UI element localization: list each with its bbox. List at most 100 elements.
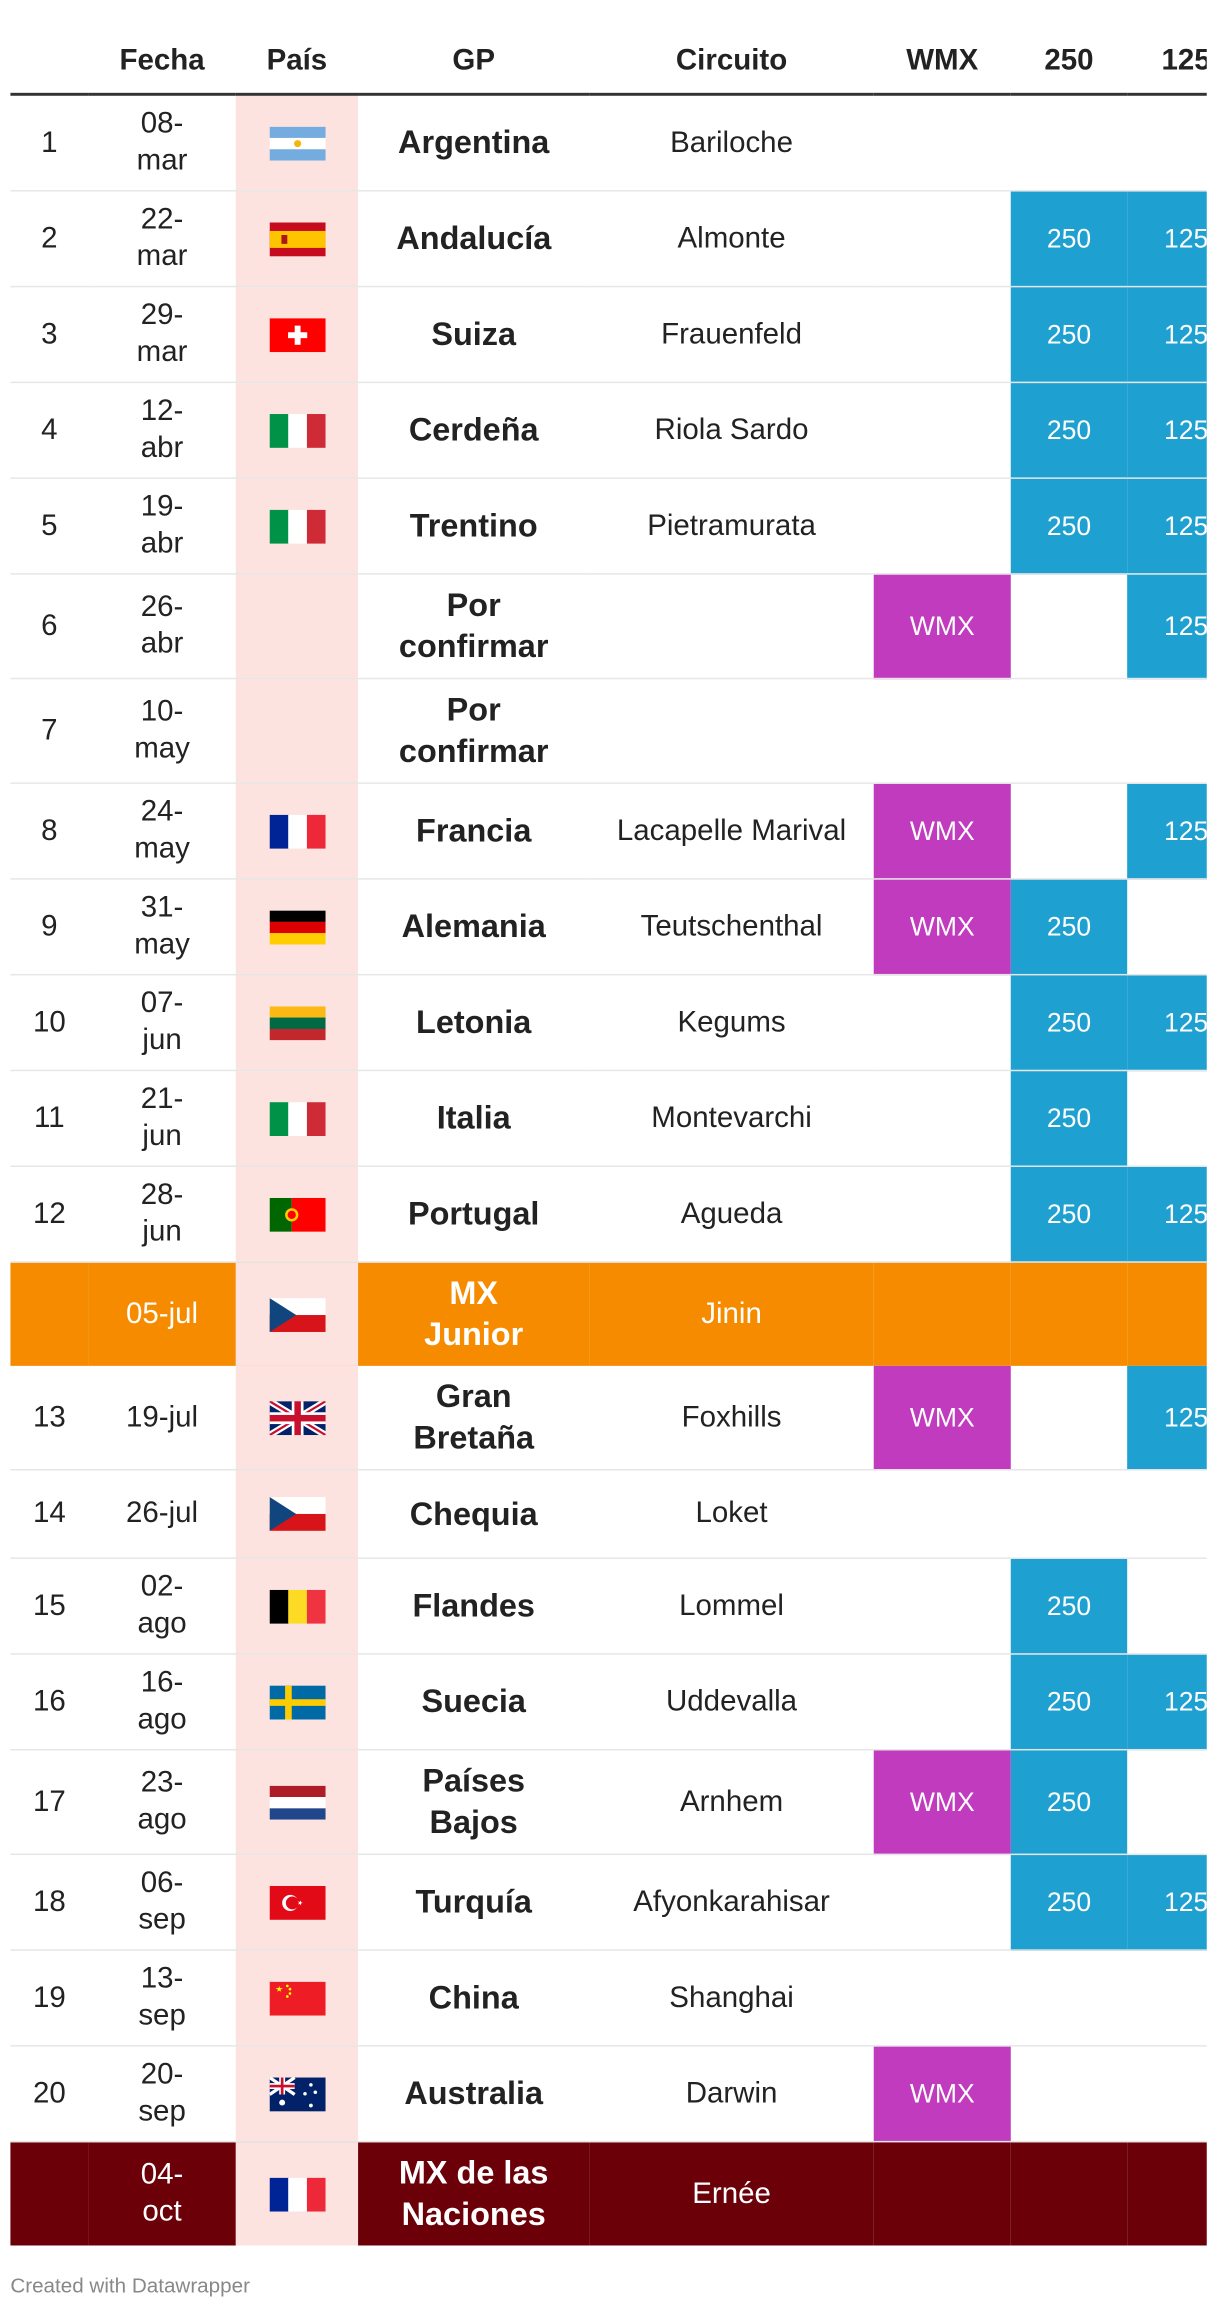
header-cell: País	[235, 0, 359, 96]
flag-part	[268, 509, 289, 543]
class-cell	[1127, 878, 1207, 976]
table-row: 11 21-jun Italia Montevarchi 250	[10, 1070, 1207, 1167]
flag-part	[268, 1297, 296, 1332]
race-number: 7	[10, 678, 89, 784]
table-row: 15 02-ago Flandes Lommel 250	[10, 1558, 1207, 1655]
flag-part	[297, 1899, 303, 1905]
class-cell: 125	[1127, 1166, 1207, 1263]
flag-part	[268, 1028, 325, 1040]
flag-part	[274, 1985, 283, 1992]
race-number: 16	[10, 1653, 89, 1751]
race-date: 08-mar	[88, 94, 236, 192]
flag-cell	[235, 1365, 359, 1471]
flag-cell	[235, 1950, 359, 2047]
class-cell	[1127, 1950, 1207, 2047]
class-cell: 250	[1010, 1653, 1128, 1751]
table-row: 9 31-may Alemania Teutschenthal WMX 250	[10, 878, 1207, 976]
flag-icon	[268, 1197, 325, 1232]
class-cell	[873, 478, 1011, 575]
flag-part	[268, 2176, 289, 2211]
circuit: Afyonkarahisar	[589, 1854, 874, 1951]
flag-cell	[235, 1653, 359, 1751]
table-row: 18 06-sep Turquía Afyonkarahisar 250 125	[10, 1854, 1207, 1951]
circuit	[589, 678, 874, 784]
grand-prix: Italia	[358, 1070, 590, 1167]
flag-part	[306, 509, 325, 543]
race-date: 24-may	[88, 783, 236, 880]
grand-prix: Flandes	[358, 1558, 590, 1655]
flag-part	[280, 234, 287, 244]
header-cell: 250	[1010, 0, 1128, 96]
grand-prix: Trentino	[358, 478, 590, 575]
race-number: 18	[10, 1854, 89, 1951]
table-row: 05-jul MX Junior Jinin	[10, 1261, 1207, 1366]
flag-part	[268, 230, 325, 248]
table-row: 3 29-mar Suiza Frauenfeld 250 125	[10, 286, 1207, 384]
race-date: 02-ago	[88, 1558, 236, 1655]
flag-part	[306, 814, 325, 848]
flag-part	[306, 1589, 325, 1623]
circuit: Pietramurata	[589, 478, 874, 575]
class-cell: 250	[1010, 1854, 1128, 1951]
flag-part	[268, 125, 325, 138]
flag-icon	[268, 2176, 325, 2211]
race-date: 16-ago	[88, 1653, 236, 1751]
class-cell: 125	[1127, 573, 1207, 680]
race-date: 28-jun	[88, 1166, 236, 1263]
flag-part	[268, 1497, 296, 1531]
class-cell	[1010, 1365, 1128, 1471]
table-row: 04-oct MX de las Naciones Ernée	[10, 2141, 1207, 2246]
race-number: 11	[10, 1070, 89, 1167]
class-cell	[1127, 1749, 1207, 1856]
class-cell: 125	[1127, 478, 1207, 575]
class-cell	[1127, 1070, 1207, 1167]
header-cell: 125	[1127, 0, 1207, 96]
class-cell: 250	[1010, 190, 1128, 288]
race-number: 20	[10, 2045, 89, 2143]
class-cell	[1010, 573, 1128, 680]
circuit: Montevarchi	[589, 1070, 874, 1167]
class-cell: 250	[1010, 1749, 1128, 1856]
class-cell	[1010, 783, 1128, 880]
table-row: 19 13-sep China Shanghai	[10, 1950, 1207, 2047]
flag-part	[306, 2176, 325, 2211]
flag-part	[268, 1101, 289, 1136]
grand-prix: Alemania	[358, 878, 590, 976]
circuit: Arnhem	[589, 1749, 874, 1856]
flag-part	[287, 331, 307, 338]
class-cell: 125	[1127, 190, 1207, 288]
circuit: Riola Sardo	[589, 382, 874, 479]
class-cell	[1127, 2045, 1207, 2143]
flag-part	[308, 2102, 313, 2107]
circuit: Teutschenthal	[589, 878, 874, 976]
class-cell: 125	[1127, 1365, 1207, 1471]
race-number: 4	[10, 382, 89, 479]
race-date: 20-sep	[88, 2045, 236, 2143]
class-cell: WMX	[873, 1749, 1011, 1856]
grand-prix: Argentina	[358, 94, 590, 192]
flag-part	[268, 1589, 289, 1623]
race-date: 31-may	[88, 878, 236, 976]
class-cell: WMX	[873, 878, 1011, 976]
circuit: Shanghai	[589, 1950, 874, 2047]
flag-icon	[268, 1497, 325, 1531]
circuit: Frauenfeld	[589, 286, 874, 384]
flag-cell	[235, 286, 359, 384]
class-cell: WMX	[873, 783, 1011, 880]
flag-icon	[268, 1589, 325, 1623]
grand-prix: Suiza	[358, 286, 590, 384]
race-number: 13	[10, 1365, 89, 1471]
header-cell: WMX	[873, 0, 1011, 96]
header-cell: Fecha	[88, 0, 236, 96]
class-cell: 250	[1010, 1166, 1128, 1263]
race-number: 15	[10, 1558, 89, 1655]
flag-cell	[235, 190, 359, 288]
flag-part	[268, 1981, 325, 2015]
flag-icon	[268, 509, 325, 543]
race-number: 8	[10, 783, 89, 880]
flag-icon	[268, 317, 325, 352]
flag-part	[287, 2176, 307, 2211]
table-row: 7 10-may Por confirmar	[10, 678, 1207, 784]
circuit: Foxhills	[589, 1365, 874, 1471]
